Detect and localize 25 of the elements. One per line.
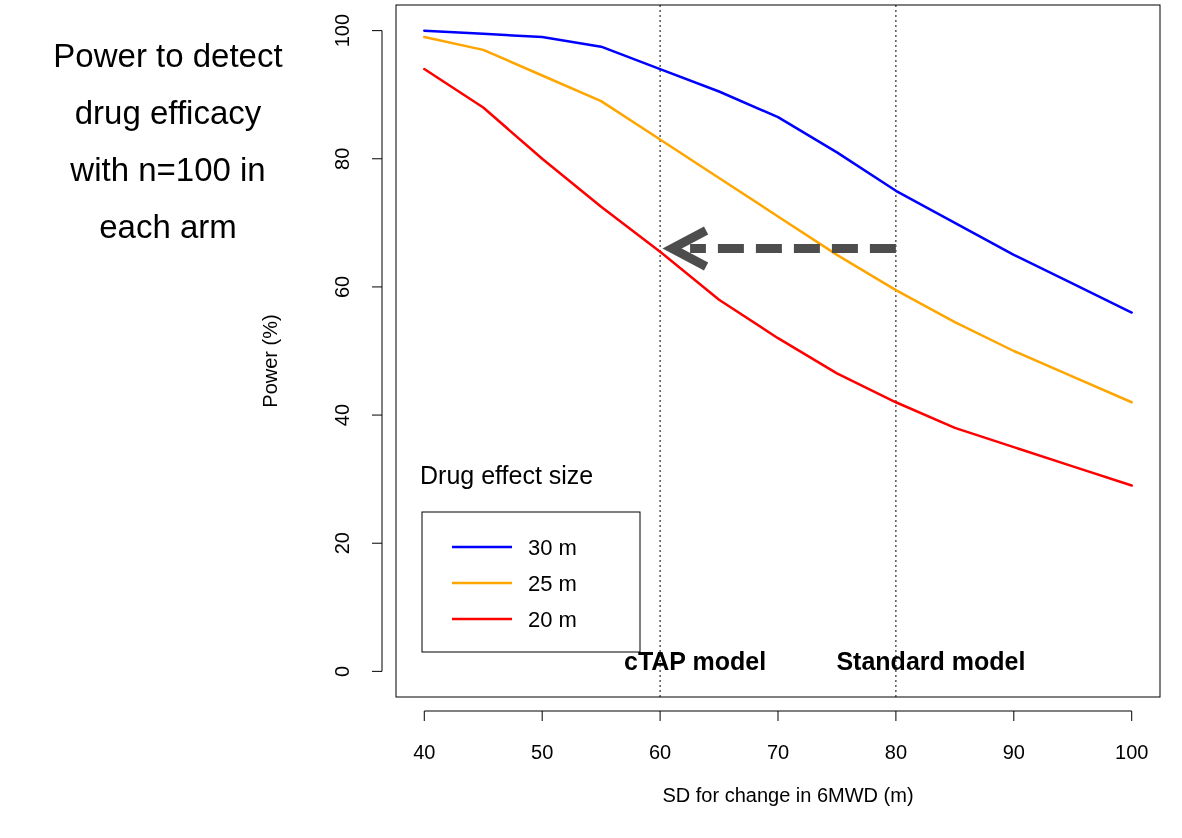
y-tick-label: 0 xyxy=(331,665,353,677)
y-tick-label: 60 xyxy=(331,275,353,299)
line-series xyxy=(423,67,1133,487)
legend-label: 30 m xyxy=(528,534,577,560)
x-tick-label: 90 xyxy=(1002,741,1025,763)
x-tick-label: 40 xyxy=(413,741,436,763)
x-tick-label: 50 xyxy=(531,741,554,763)
line-series xyxy=(423,29,1133,314)
legend-title: Drug effect size xyxy=(420,461,594,489)
y-tick-label: 20 xyxy=(331,532,353,555)
y-tick-label: 80 xyxy=(331,147,353,170)
ref-line-label: cTAP model xyxy=(624,647,767,675)
text: Power to detect drug efficacy with n=100 in each arm xyxy=(53,37,283,245)
x-tick-label: 70 xyxy=(766,741,790,763)
x-tick-label: 80 xyxy=(884,741,908,763)
line-series xyxy=(423,35,1133,404)
legend-label: 25 m xyxy=(528,570,577,596)
y-axis-title: Power (%) xyxy=(259,314,281,408)
x-tick-label: 60 xyxy=(648,741,672,763)
x-axis-title: SD for change in 6MWD (m) xyxy=(662,784,914,806)
y-tick-label: 40 xyxy=(331,403,353,427)
x-tick-label: 100 xyxy=(1115,741,1149,763)
ref-line-label: Standard model xyxy=(836,647,1026,675)
legend-label: 20 m xyxy=(528,606,577,632)
y-tick-label: 100 xyxy=(331,13,353,48)
